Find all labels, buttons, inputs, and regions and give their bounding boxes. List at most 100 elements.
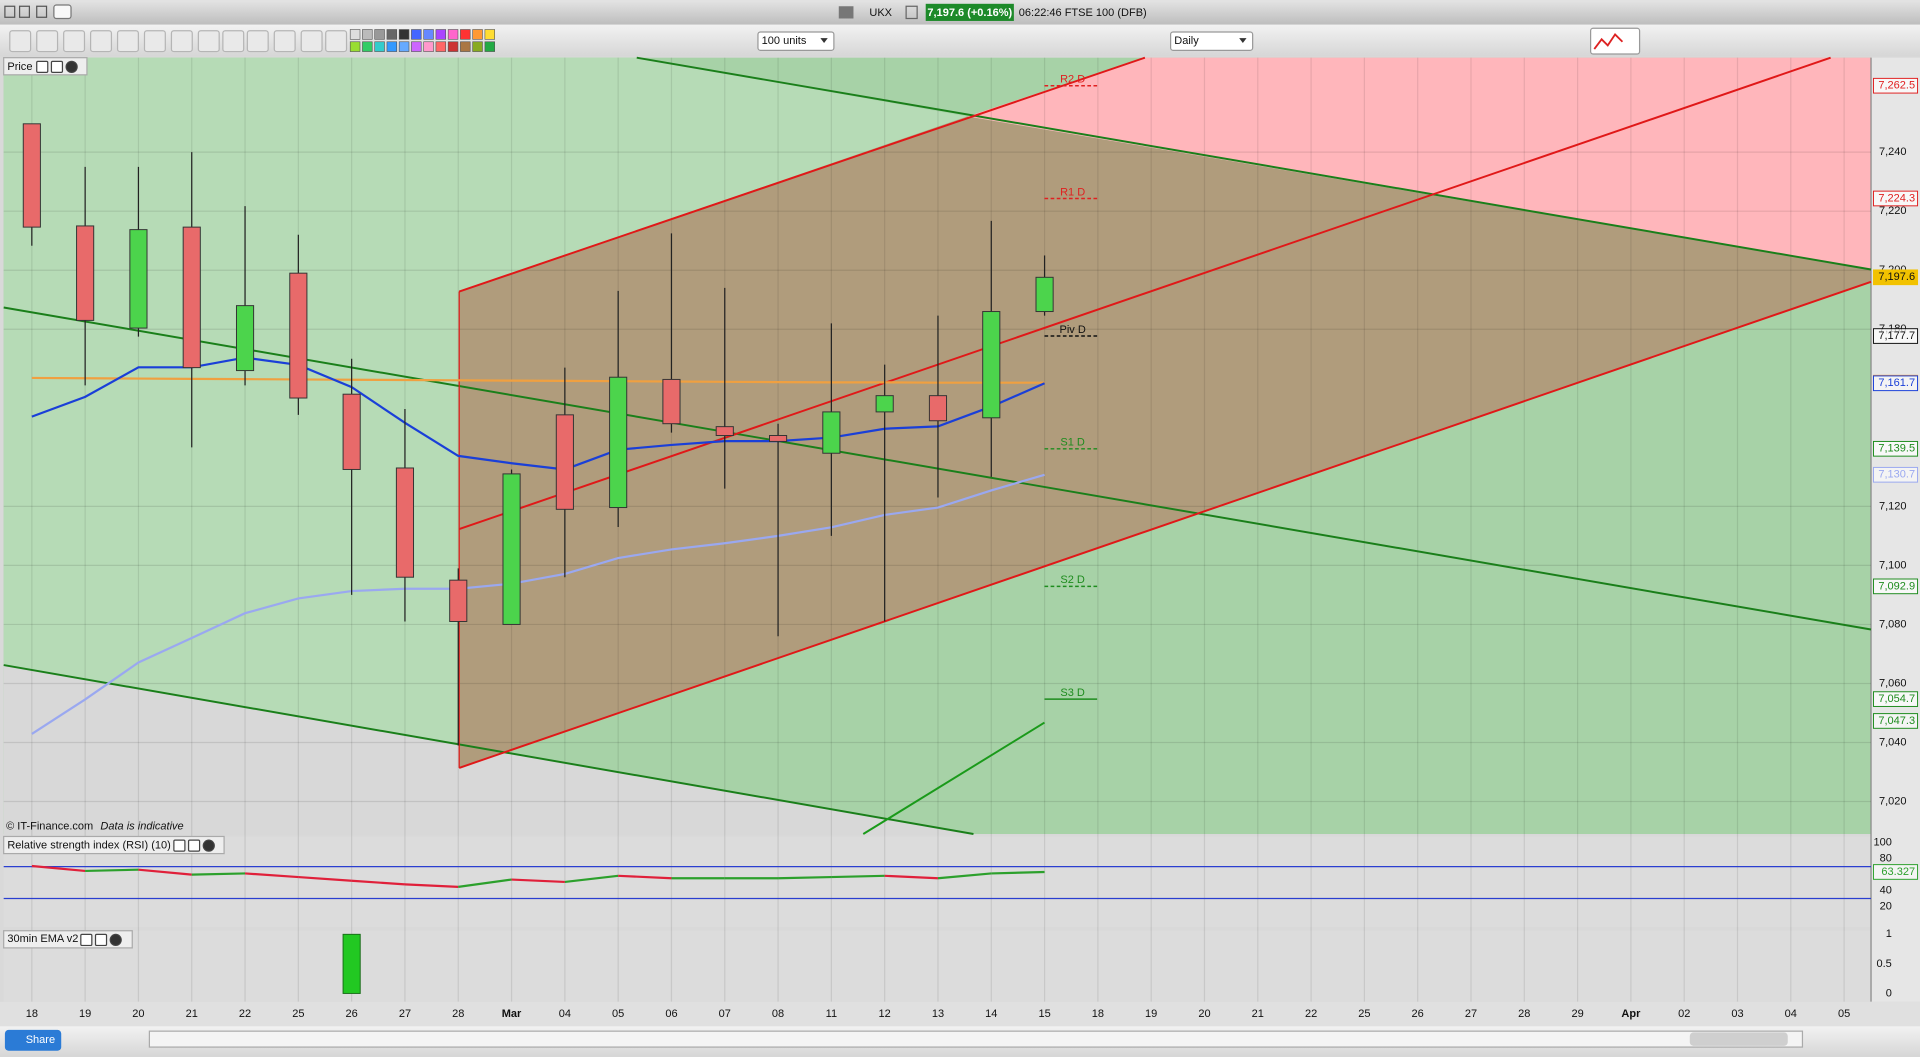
drawing-tools xyxy=(9,29,495,53)
panel-button[interactable] xyxy=(202,839,215,852)
tool-button[interactable] xyxy=(170,30,193,53)
color-swatch[interactable] xyxy=(398,41,410,52)
rsi-segment xyxy=(191,872,246,876)
color-swatch[interactable] xyxy=(423,41,434,52)
panel-button[interactable] xyxy=(173,839,186,852)
x-tick-label: 12 xyxy=(879,1008,891,1020)
style-select[interactable] xyxy=(1590,27,1641,55)
window-button[interactable] xyxy=(36,5,48,18)
rsi-segment xyxy=(511,878,565,884)
color-swatch[interactable] xyxy=(460,41,471,52)
panel-button[interactable] xyxy=(94,933,108,947)
ema-panel xyxy=(3,930,1872,1002)
size-select[interactable] xyxy=(757,31,835,51)
tool-button[interactable] xyxy=(63,30,86,53)
moving-average xyxy=(31,473,1045,735)
x-tick-label: 03 xyxy=(1731,1008,1743,1020)
color-swatch[interactable] xyxy=(411,41,422,52)
panel-button[interactable] xyxy=(187,839,201,852)
interval-value[interactable]: Daily xyxy=(1174,35,1199,47)
x-tick-label: 20 xyxy=(132,1008,144,1020)
color-swatch[interactable] xyxy=(484,29,495,40)
tool-button[interactable] xyxy=(9,30,32,53)
window-controls[interactable] xyxy=(4,4,72,20)
color-swatch[interactable] xyxy=(472,41,483,52)
x-tick-label: 19 xyxy=(79,1008,91,1020)
candle-body xyxy=(982,311,1001,419)
share-button[interactable] xyxy=(4,1029,62,1051)
rsi-segment xyxy=(404,883,459,888)
share-label[interactable]: Share xyxy=(26,1034,55,1046)
color-swatch[interactable] xyxy=(472,29,483,40)
pivot-name: R1 D xyxy=(1060,186,1085,198)
color-swatch[interactable] xyxy=(386,29,398,40)
candle-body xyxy=(662,378,681,425)
trend-lines xyxy=(3,56,1872,835)
rsi-segment xyxy=(244,872,299,879)
tool-button[interactable] xyxy=(116,30,139,53)
rsi-segment xyxy=(991,870,1045,875)
color-swatch[interactable] xyxy=(460,29,471,40)
panel-title: Price xyxy=(7,61,32,73)
scrollbar[interactable] xyxy=(148,1030,1804,1048)
tool-button[interactable] xyxy=(246,30,269,53)
color-swatch[interactable] xyxy=(435,29,447,40)
y-tick-label: 7,240 xyxy=(1879,146,1907,158)
candle-body xyxy=(502,473,521,625)
color-swatch[interactable] xyxy=(349,41,361,52)
instrument-icon xyxy=(838,6,854,19)
color-swatch[interactable] xyxy=(411,29,422,40)
tool-button[interactable] xyxy=(197,30,220,53)
tool-button[interactable] xyxy=(143,30,166,53)
color-swatch[interactable] xyxy=(386,41,398,52)
color-swatch[interactable] xyxy=(362,29,373,40)
x-tick-label: 13 xyxy=(932,1008,944,1020)
x-tick-label: 08 xyxy=(772,1008,784,1020)
color-swatch[interactable] xyxy=(423,29,434,40)
symbol[interactable]: UKX xyxy=(869,7,892,19)
trend-line xyxy=(862,721,1046,835)
tool-button[interactable] xyxy=(90,30,113,53)
price-label-box xyxy=(1872,328,1919,344)
keyboard-button[interactable] xyxy=(53,4,72,20)
candle-body xyxy=(76,225,95,321)
x-tick-label: 14 xyxy=(985,1008,997,1020)
x-tick-label: Apr xyxy=(1621,1008,1641,1020)
panel-button[interactable] xyxy=(109,933,122,947)
color-swatch[interactable] xyxy=(447,41,459,52)
panel-button[interactable] xyxy=(50,60,64,73)
panel-button[interactable] xyxy=(80,933,93,947)
color-swatch[interactable] xyxy=(374,41,385,52)
x-tick-label: 05 xyxy=(1838,1008,1850,1020)
tool-button[interactable] xyxy=(325,30,348,53)
tool-button[interactable] xyxy=(273,30,296,53)
panel-button[interactable] xyxy=(65,60,78,73)
panel-title: 30min EMA v2 xyxy=(7,933,78,945)
size-value[interactable]: 100 units xyxy=(762,35,807,47)
x-tick-label: 19 xyxy=(1145,1008,1157,1020)
color-swatch[interactable] xyxy=(362,41,373,52)
dropdown-arrow xyxy=(1239,38,1247,43)
trend-line xyxy=(458,280,1872,769)
panel-button[interactable] xyxy=(36,60,49,73)
color-swatch[interactable] xyxy=(484,41,495,52)
ema-bar xyxy=(342,933,361,994)
color-swatch[interactable] xyxy=(349,29,361,40)
color-swatch[interactable] xyxy=(374,29,385,40)
window-button[interactable] xyxy=(4,5,16,18)
rsi-segment xyxy=(937,872,992,880)
color-swatch[interactable] xyxy=(435,41,447,52)
interval-select[interactable] xyxy=(1170,31,1254,51)
color-swatch[interactable] xyxy=(398,29,410,40)
info-icon[interactable] xyxy=(905,5,918,20)
tool-button[interactable] xyxy=(36,30,59,53)
tool-button[interactable] xyxy=(300,30,323,53)
price-label: 7,047.3 xyxy=(1878,715,1915,727)
scroll-thumb[interactable] xyxy=(1689,1032,1788,1046)
tool-button[interactable] xyxy=(222,30,245,53)
rsi-segment xyxy=(31,864,86,873)
color-swatch[interactable] xyxy=(447,29,459,40)
window-button[interactable] xyxy=(18,5,31,18)
trend-line xyxy=(3,306,1872,631)
